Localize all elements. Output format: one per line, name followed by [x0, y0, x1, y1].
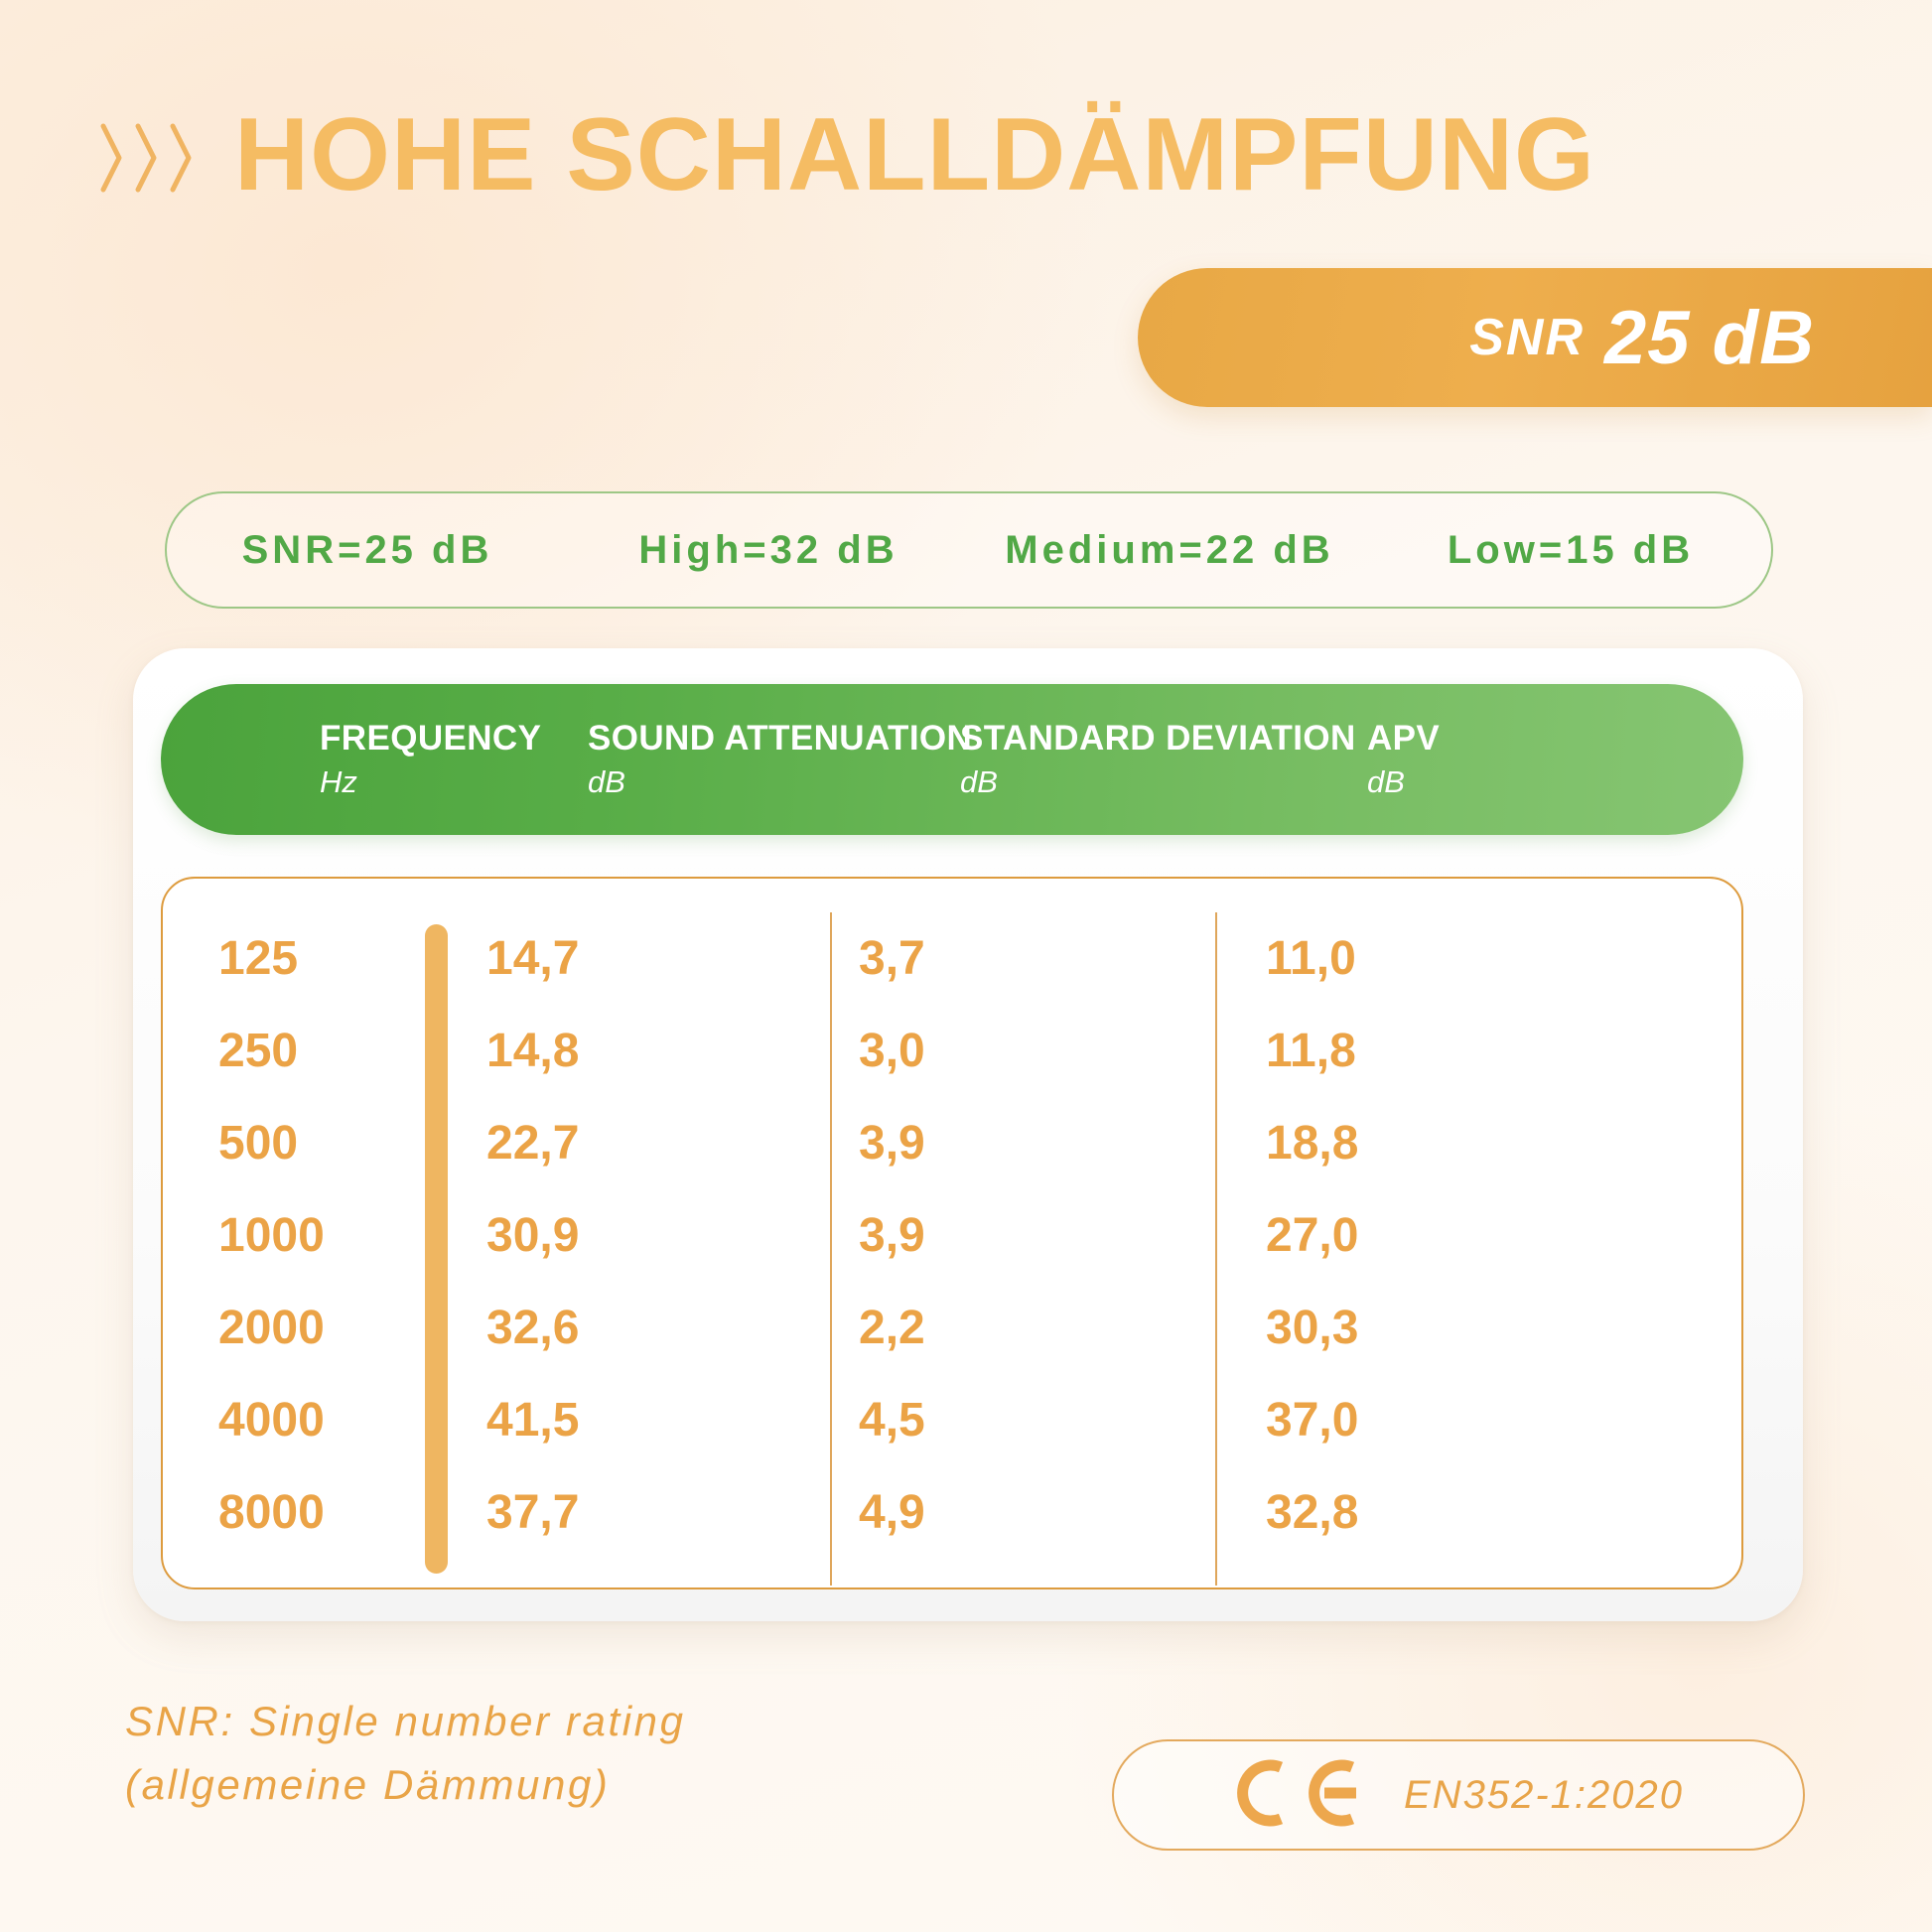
table-row: 125 14,7 3,7 11,0 — [163, 912, 1741, 1005]
cell-frequency: 4000 — [218, 1393, 325, 1447]
cell-apv: 11,8 — [1266, 1024, 1356, 1077]
table-header-frequency-title: FREQUENCY — [320, 719, 542, 758]
table-header-sound-attenuation-title: SOUND ATTENUATION — [588, 719, 973, 758]
snr-badge: SNR 25 dB — [1138, 268, 1932, 407]
cell-apv: 18,8 — [1266, 1116, 1359, 1170]
table-row: 4000 41,5 4,5 37,0 — [163, 1374, 1741, 1466]
table-body: 125 14,7 3,7 11,0 250 14,8 3,0 11,8 500 … — [161, 877, 1743, 1589]
table-header-standard-deviation-title: STANDARD DEVIATION — [960, 719, 1356, 758]
cell-deviation: 2,2 — [859, 1301, 925, 1354]
cell-frequency: 125 — [218, 931, 299, 985]
cell-deviation: 3,9 — [859, 1208, 925, 1262]
cell-deviation: 3,7 — [859, 931, 925, 985]
ce-certification-badge: EN352-1:2020 — [1112, 1739, 1805, 1851]
ce-norm-label: EN352-1:2020 — [1404, 1772, 1684, 1817]
table-row: 8000 37,7 4,9 32,8 — [163, 1466, 1741, 1559]
cell-apv: 30,3 — [1266, 1301, 1359, 1354]
column-divider-thick — [425, 924, 448, 1574]
table-row: 500 22,7 3,9 18,8 — [163, 1097, 1741, 1189]
cell-frequency: 2000 — [218, 1301, 325, 1354]
column-divider-thin-left — [830, 912, 832, 1586]
table-header-apv: APV dB — [1367, 719, 1615, 800]
stat-high: High=32 dB — [638, 527, 898, 572]
cell-attenuation: 41,5 — [486, 1393, 580, 1447]
cell-attenuation: 32,6 — [486, 1301, 580, 1354]
stat-low: Low=15 dB — [1447, 527, 1695, 572]
attenuation-table-card: FREQUENCY Hz SOUND ATTENUATION dB STANDA… — [133, 648, 1803, 1621]
cell-frequency: 1000 — [218, 1208, 325, 1262]
table-header-standard-deviation-unit: dB — [960, 764, 998, 799]
snr-badge-value: 25 dB — [1604, 295, 1815, 380]
footnote-line-2: (allgemeine Dämmung) — [125, 1760, 611, 1808]
cell-frequency: 250 — [218, 1024, 299, 1077]
table-header-standard-deviation: STANDARD DEVIATION dB — [960, 719, 1367, 800]
table-header-frequency: FREQUENCY Hz — [320, 719, 588, 800]
stat-snr: SNR=25 dB — [241, 527, 493, 572]
cell-attenuation: 30,9 — [486, 1208, 580, 1262]
footnote: SNR: Single number rating (allgemeine Dä… — [125, 1690, 686, 1817]
table-row: 1000 30,9 3,9 27,0 — [163, 1189, 1741, 1282]
table-header-row: FREQUENCY Hz SOUND ATTENUATION dB STANDA… — [161, 684, 1743, 835]
cell-frequency: 8000 — [218, 1485, 325, 1539]
cell-deviation: 4,5 — [859, 1393, 925, 1447]
cell-apv: 27,0 — [1266, 1208, 1359, 1262]
table-header-frequency-unit: Hz — [320, 764, 357, 799]
stats-summary-pill: SNR=25 dB High=32 dB Medium=22 dB Low=15… — [165, 491, 1773, 609]
cell-deviation: 4,9 — [859, 1485, 925, 1539]
ce-mark-icon — [1233, 1757, 1362, 1834]
table-row: 2000 32,6 2,2 30,3 — [163, 1282, 1741, 1374]
table-rows: 125 14,7 3,7 11,0 250 14,8 3,0 11,8 500 … — [163, 879, 1741, 1587]
table-header-apv-unit: dB — [1367, 764, 1405, 799]
table-header-apv-title: APV — [1367, 719, 1441, 758]
column-divider-thin-right — [1215, 912, 1217, 1586]
cell-apv: 11,0 — [1266, 931, 1356, 985]
cell-attenuation: 14,8 — [486, 1024, 580, 1077]
stat-medium: Medium=22 dB — [1005, 527, 1334, 572]
footnote-line-1: SNR: Single number rating — [125, 1698, 686, 1744]
cell-attenuation: 22,7 — [486, 1116, 580, 1170]
table-header-sound-attenuation: SOUND ATTENUATION dB — [588, 719, 973, 800]
cell-deviation: 3,9 — [859, 1116, 925, 1170]
table-row: 250 14,8 3,0 11,8 — [163, 1005, 1741, 1097]
cell-apv: 32,8 — [1266, 1485, 1359, 1539]
snr-badge-label: SNR — [1469, 309, 1586, 366]
cell-attenuation: 14,7 — [486, 931, 580, 985]
cell-apv: 37,0 — [1266, 1393, 1359, 1447]
cell-attenuation: 37,7 — [486, 1485, 580, 1539]
cell-deviation: 3,0 — [859, 1024, 925, 1077]
page-title: HOHE SCHALLDÄMPFUNG — [234, 97, 1595, 212]
chevrons-right-icon — [99, 122, 195, 194]
table-header-sound-attenuation-unit: dB — [588, 764, 625, 799]
page-title-row: HOHE SCHALLDÄMPFUNG — [99, 103, 1595, 207]
cell-frequency: 500 — [218, 1116, 299, 1170]
